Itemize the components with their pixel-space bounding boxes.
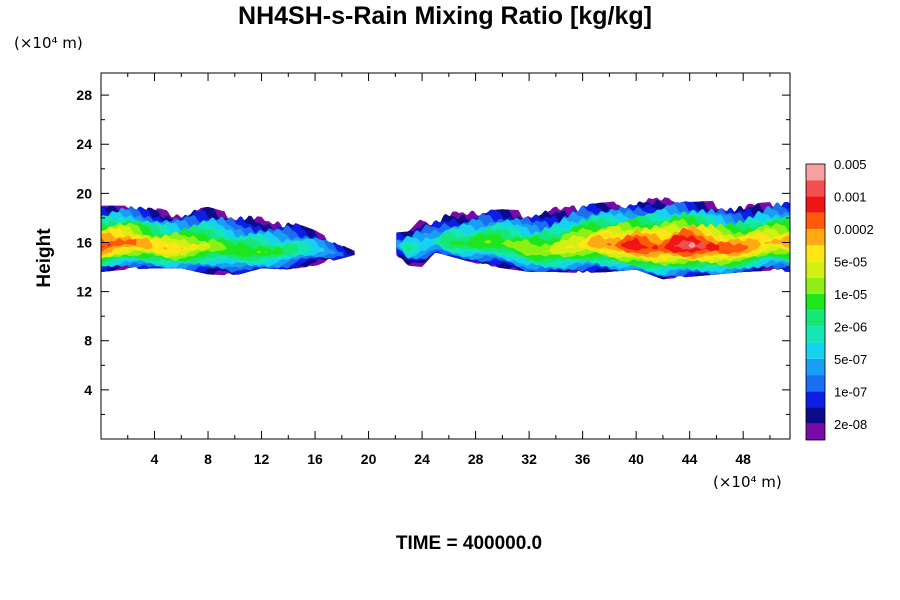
y-tick-label: 8 <box>84 333 92 349</box>
y-axis: 4 8 12 16 20 24 28 <box>76 87 790 415</box>
colorbar-label: 0.0002 <box>834 222 874 237</box>
contour-band <box>651 245 659 250</box>
colorbar-label: 2e-06 <box>834 319 867 334</box>
contour-band <box>256 251 262 253</box>
x-tick-label: 44 <box>682 451 698 467</box>
contour-band <box>107 243 111 246</box>
colorbar-swatch <box>806 391 825 408</box>
x-tick-label: 28 <box>468 451 484 467</box>
colorbar-swatch <box>806 245 825 262</box>
y-axis-unit: (×10⁴ m) <box>14 34 83 52</box>
colorbar-swatch <box>806 228 825 246</box>
y-tick-label: 24 <box>76 136 92 152</box>
x-tick-label: 12 <box>254 451 270 467</box>
y-axis-label: Height <box>34 228 55 288</box>
contour-band <box>565 244 575 249</box>
mixing-ratio-field <box>101 197 790 280</box>
contour-band <box>606 243 612 246</box>
x-tick-label: 16 <box>307 451 323 467</box>
colorbar-swatch <box>806 326 825 343</box>
contour-band <box>484 239 492 244</box>
x-tick-label: 48 <box>735 451 751 467</box>
y-tick-label: 4 <box>84 382 92 398</box>
x-tick-label: 36 <box>575 451 591 467</box>
colorbar-swatch <box>806 407 825 424</box>
colorbar-frame <box>805 163 826 441</box>
colorbar-swatch <box>806 212 825 229</box>
colorbar-swatch <box>806 196 825 213</box>
colorbar-label: 1e-07 <box>834 384 867 399</box>
x-tick-label: 8 <box>204 451 212 467</box>
contour-band <box>264 250 267 253</box>
y-tick-label: 28 <box>76 87 92 103</box>
x-tick-label: 4 <box>151 451 159 467</box>
colorbar-label: 2e-08 <box>834 417 867 432</box>
colorbar-swatch <box>806 375 825 392</box>
contour-band <box>536 250 538 252</box>
colorbar-swatch <box>806 358 825 376</box>
colorbar-swatch <box>806 310 825 327</box>
x-axis: 4 8 12 16 20 24 28 32 36 40 44 48 <box>127 73 771 467</box>
time-label: TIME = 400000.0 <box>396 533 542 554</box>
y-tick-label: 16 <box>76 234 92 250</box>
colorbar-swatch <box>806 342 825 359</box>
colorbar-swatch <box>806 293 825 311</box>
colorbar-label: 0.001 <box>834 189 867 204</box>
contour-band <box>621 237 649 251</box>
y-tick-label: 20 <box>76 185 92 201</box>
contour-band <box>764 235 790 249</box>
x-tick-label: 32 <box>521 451 537 467</box>
colorbar-swatch <box>806 164 825 181</box>
plot-frame <box>100 72 791 440</box>
y-tick-label: 12 <box>76 284 92 300</box>
colorbar-swatch <box>806 180 825 197</box>
contour-band <box>406 245 411 252</box>
x-axis-unit: (×10⁴ m) <box>713 473 782 491</box>
x-tick-label: 20 <box>361 451 377 467</box>
colorbar-label: 5e-05 <box>834 254 867 269</box>
colorbar-label: 0.005 <box>834 157 867 172</box>
colorbar-label: 1e-05 <box>834 287 867 302</box>
x-tick-label: 24 <box>414 451 430 467</box>
colorbar-label: 5e-07 <box>834 352 867 367</box>
contour-band <box>181 247 183 250</box>
colorbar-swatch <box>806 423 825 440</box>
chart-title: NH4SH-s-Rain Mixing Ratio [kg/kg] <box>238 2 652 30</box>
colorbar: 2e-08 1e-07 5e-07 2e-06 1e-05 5e-05 0.0002 0.00… <box>805 157 874 441</box>
contour-band <box>101 237 137 253</box>
contour-band <box>163 247 167 250</box>
x-tick-label: 40 <box>628 451 644 467</box>
contour-band <box>101 246 105 248</box>
contour-band <box>688 242 695 248</box>
colorbar-swatch <box>806 261 825 278</box>
colorbar-swatch <box>806 277 825 294</box>
